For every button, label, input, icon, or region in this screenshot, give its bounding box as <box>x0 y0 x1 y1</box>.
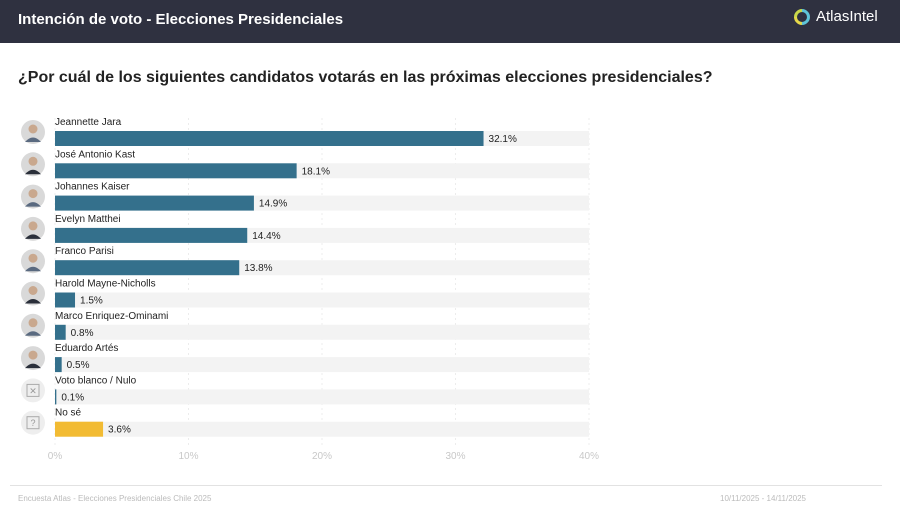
footer-divider <box>10 485 882 486</box>
candidate-name: Johannes Kaiser <box>55 182 130 193</box>
candidate-name: José Antonio Kast <box>55 149 135 160</box>
value-label: 14.9% <box>259 199 287 210</box>
avatar-shoulders <box>25 234 41 239</box>
bar <box>55 292 76 308</box>
bar-track <box>55 324 589 340</box>
logo-text: AtlasIntel <box>816 8 878 25</box>
avatar-face <box>28 318 38 328</box>
avatar-shoulders <box>25 363 41 369</box>
bar <box>55 227 248 243</box>
candidate-name: Jeannette Jara <box>55 117 122 128</box>
bar-row: Marco Enriquez-Ominami 0.8% <box>21 311 589 340</box>
bar-row: Franco Parisi 13.8% <box>21 246 589 276</box>
bar-row: ? No sé 3.6% <box>21 408 589 437</box>
atlasintel-logo: AtlasIntel <box>790 5 878 28</box>
footer-dates: 10/11/2025 - 14/11/2025 <box>720 494 806 503</box>
avatar-face <box>28 253 38 263</box>
question-glyph: ? <box>30 418 35 428</box>
bar-row: Jeannette Jara 32.1% <box>21 117 589 146</box>
candidate-name: Harold Mayne-Nicholls <box>55 279 156 290</box>
avatar-shoulders <box>25 331 41 336</box>
bar-row: Johannes Kaiser 14.9% <box>21 182 589 211</box>
bar-row: Evelyn Matthei 14.4% <box>21 214 589 243</box>
avatar-face <box>28 156 38 166</box>
candidate-name: Marco Enriquez-Ominami <box>55 311 168 322</box>
x-tick-label: 0% <box>48 451 63 462</box>
bar <box>55 195 254 211</box>
bar-chart: 0% 10% 20% 30% 40% Jeannette Jara 32.1% José An… <box>21 117 599 462</box>
x-glyph: ✕ <box>29 386 37 396</box>
value-label: 14.4% <box>252 231 280 242</box>
avatar-shoulders <box>25 137 41 142</box>
bar <box>55 131 484 146</box>
avatar-shoulders <box>25 299 41 304</box>
bar <box>55 357 62 373</box>
avatar-face <box>28 221 38 231</box>
bar-row: ✕ Voto blanco / Nulo 0.1% <box>21 375 589 405</box>
avatar-face <box>28 350 38 360</box>
avatar-face <box>28 124 38 134</box>
candidate-name: No sé <box>55 408 82 419</box>
avatar-shoulders <box>25 202 41 207</box>
x-tick-label: 30% <box>445 451 465 462</box>
bar <box>55 324 66 340</box>
value-label: 32.1% <box>489 134 517 145</box>
value-label: 18.1% <box>302 166 330 177</box>
page-title: Intención de voto - Elecciones Presidenc… <box>18 11 344 28</box>
bar-track <box>55 292 589 308</box>
x-tick-label: 10% <box>178 451 198 462</box>
value-label: 13.8% <box>244 263 272 274</box>
value-label: 0.8% <box>71 328 94 339</box>
question-box-icon <box>26 416 40 430</box>
avatar-shoulders <box>25 266 41 272</box>
value-label: 0.5% <box>67 360 90 371</box>
bar-track <box>55 389 589 405</box>
avatar-face <box>28 286 38 295</box>
candidate-name: Eduardo Artés <box>55 343 118 354</box>
candidate-name: Evelyn Matthei <box>55 214 121 225</box>
value-label: 3.6% <box>108 425 131 436</box>
value-label: 0.1% <box>61 392 84 403</box>
bar <box>55 421 104 437</box>
bar-row: Harold Mayne-Nicholls 1.5% <box>21 279 589 308</box>
candidate-name: Franco Parisi <box>55 246 114 257</box>
avatar-face <box>28 189 38 199</box>
bar-row: José Antonio Kast 18.1% <box>21 149 589 179</box>
value-label: 1.5% <box>80 296 103 307</box>
bar <box>55 260 240 276</box>
bar-track <box>55 421 589 437</box>
candidate-name: Voto blanco / Nulo <box>55 375 137 386</box>
bar-track <box>55 357 589 373</box>
bar-row: Eduardo Artés 0.5% <box>21 343 589 373</box>
header-bar: Intención de voto - Elecciones Presidenc… <box>0 0 900 43</box>
survey-question: ¿Por cuál de los siguientes candidatos v… <box>18 69 713 86</box>
x-tick-label: 20% <box>312 451 332 462</box>
x-tick-label: 40% <box>579 451 599 462</box>
x-box-icon <box>26 383 40 397</box>
footer-source: Encuesta Atlas - Elecciones Presidencial… <box>18 494 212 503</box>
avatar-shoulders <box>25 169 41 175</box>
bar <box>55 389 57 405</box>
bar <box>55 163 297 179</box>
